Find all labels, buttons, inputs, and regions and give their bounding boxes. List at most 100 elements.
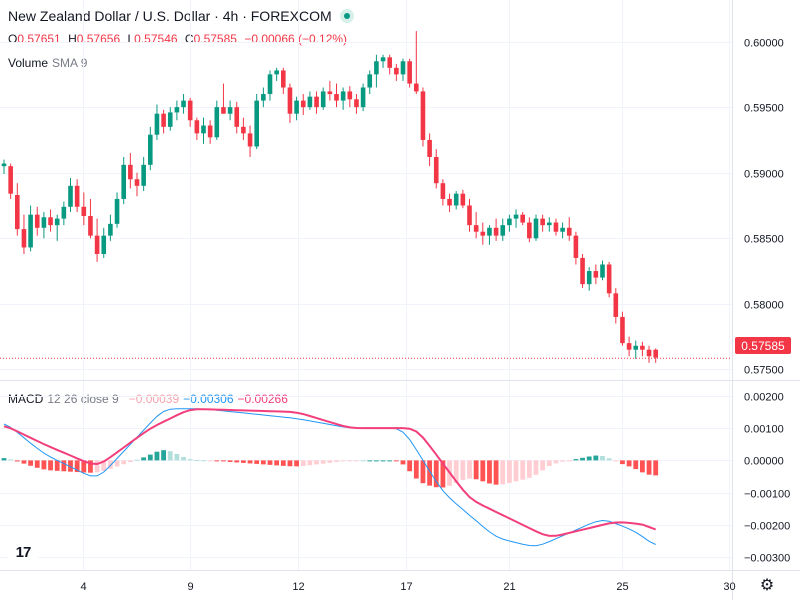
macd-histogram-bar <box>8 459 14 461</box>
macd-histogram-bar <box>134 459 140 461</box>
price-tick-label: 0.60000 <box>744 38 784 50</box>
candle-body <box>520 214 525 223</box>
candle-body <box>74 185 80 207</box>
macd-histogram-bar <box>646 460 652 475</box>
last-price-tag: 0.57585 <box>735 337 791 354</box>
time-tick-label: 12 <box>292 581 304 593</box>
macd-hist-value: −0.00039 <box>128 392 180 406</box>
macd-histogram-bar <box>400 460 406 465</box>
macd-histogram-bar <box>314 460 319 465</box>
candle-body <box>447 198 452 206</box>
macd-histogram-bar <box>187 459 193 461</box>
candle-body <box>148 134 153 165</box>
gear-icon[interactable]: ⚙ <box>759 577 775 594</box>
macd-histogram-bar <box>1 458 7 461</box>
candle-body <box>640 345 645 350</box>
symbol-title[interactable]: New Zealand Dollar / U.S. Dollar · 4h · … <box>8 8 332 24</box>
macd-histogram-bar <box>420 460 426 484</box>
macd-histogram-bar <box>48 460 53 471</box>
macd-histogram-bar <box>194 460 200 462</box>
macd-tick-label: 0.00000 <box>744 456 784 468</box>
candle-body <box>420 91 426 140</box>
candle-body <box>241 126 246 134</box>
macd-histogram-bar <box>307 460 313 466</box>
candle-body <box>320 91 326 108</box>
macd-histogram-bar <box>280 460 286 466</box>
candle-body <box>533 218 539 239</box>
high-label: H <box>68 32 77 46</box>
tradingview-logo[interactable]: 17 <box>8 540 38 564</box>
macd-histogram-bar <box>580 457 585 461</box>
candle-body <box>227 107 233 114</box>
candle-body <box>134 179 140 186</box>
macd-histogram-bar <box>28 460 33 466</box>
candle-body <box>41 217 47 228</box>
macd-histogram-bar <box>453 460 459 483</box>
candle-body <box>201 125 206 134</box>
macd-histogram-bar <box>181 456 186 461</box>
macd-histogram-bar <box>174 453 180 461</box>
macd-histogram <box>1 450 659 488</box>
macd-histogram-bar <box>374 460 379 462</box>
macd-histogram-bar <box>260 460 266 465</box>
candle-body <box>613 293 619 317</box>
volume-legend[interactable]: Volume SMA 9 <box>8 56 87 70</box>
candle-body <box>414 83 419 92</box>
volume-label[interactable]: Volume <box>8 56 49 70</box>
candle-body <box>593 271 599 278</box>
macd-histogram-bar <box>54 460 60 471</box>
macd-histogram-bar <box>14 460 20 462</box>
candle-body <box>527 222 532 239</box>
macd-tick-label: −0.00200 <box>744 521 790 533</box>
macd-histogram-bar <box>493 460 499 485</box>
macd-histogram-bar <box>633 460 639 470</box>
candle-body <box>400 61 406 75</box>
macd-histogram-bar <box>586 456 592 461</box>
candle-body <box>8 166 13 194</box>
macd-histogram-bar <box>460 460 466 481</box>
time-tick-label: 30 <box>723 581 735 593</box>
candle-body <box>407 61 412 84</box>
symbol-title-row[interactable]: New Zealand Dollar / U.S. Dollar · 4h · … <box>8 8 354 24</box>
candle-body <box>287 87 293 114</box>
close-label: C <box>184 32 194 46</box>
time-tick-label: 25 <box>616 581 628 593</box>
candle-body <box>540 218 545 226</box>
candle-body <box>500 225 506 236</box>
macd-histogram-bar <box>68 460 73 472</box>
candle-body <box>28 214 33 248</box>
time-tick-label: 17 <box>400 581 412 593</box>
macd-histogram-bar <box>440 460 446 488</box>
macd-histogram-bar <box>427 460 432 486</box>
macd-histogram-bar <box>473 460 479 480</box>
macd-histogram-bar <box>61 460 67 472</box>
candle-body <box>174 107 180 113</box>
candle-body <box>433 156 439 184</box>
macd-histogram-bar <box>573 459 579 461</box>
macd-histogram-bar <box>653 460 659 476</box>
candle-body <box>493 227 499 236</box>
candle-body <box>261 94 266 101</box>
macd-legend[interactable]: MACD 12 26 close 9 −0.00039 −0.00306 −0.0026… <box>8 392 288 406</box>
candle-body <box>254 100 259 147</box>
macd-histogram-bar <box>560 460 565 462</box>
macd-histogram-bar <box>294 460 299 467</box>
macd-histogram-bar <box>234 460 240 463</box>
macd-histogram-bar <box>201 460 206 462</box>
candle-body <box>221 107 226 114</box>
candle-body <box>88 215 93 236</box>
macd-histogram-bar <box>546 460 552 467</box>
macd-histogram-bar <box>34 460 40 468</box>
macd-histogram-bar <box>467 460 472 479</box>
macd-histogram-bar <box>340 460 346 462</box>
candle-body <box>234 107 240 127</box>
macd-signal-line <box>3 408 657 537</box>
price-tick-label: 0.58000 <box>744 300 784 312</box>
macd-histogram-bar <box>81 460 87 473</box>
macd-label[interactable]: MACD <box>8 392 44 406</box>
macd-histogram-bar <box>94 460 100 473</box>
candle-body <box>380 57 386 62</box>
candle-body <box>394 67 399 75</box>
